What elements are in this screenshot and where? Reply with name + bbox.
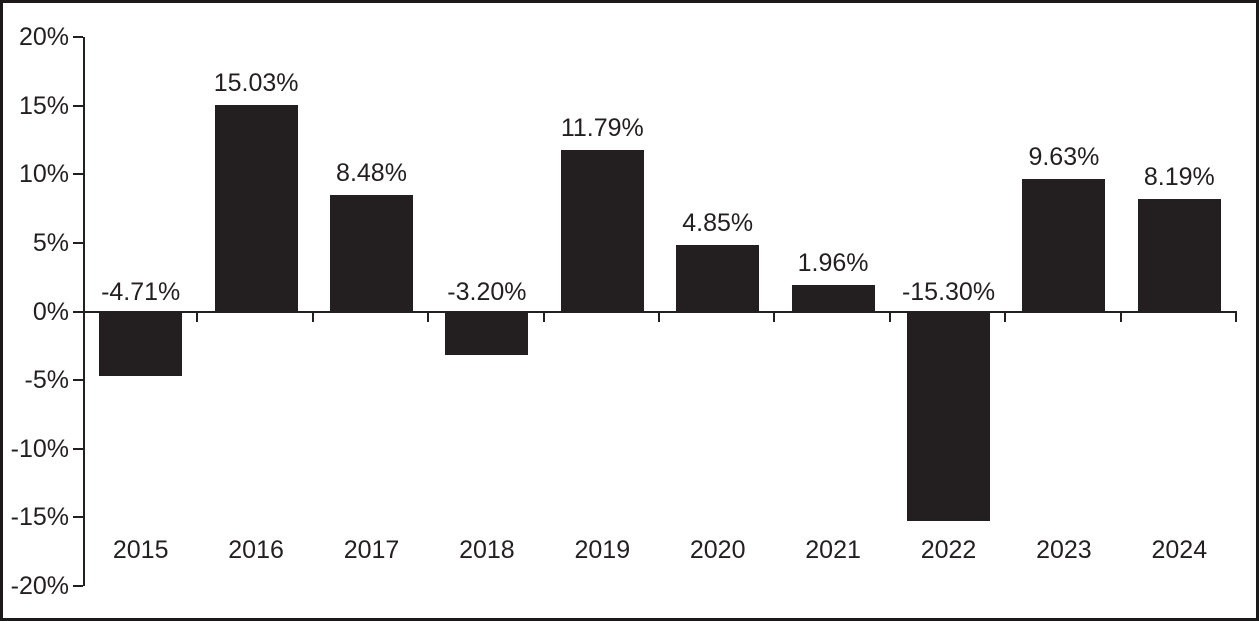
x-axis-tick [658, 311, 660, 322]
y-axis-tick-label: -15% [10, 503, 69, 532]
x-axis-tick [543, 311, 545, 322]
x-axis-tick [1004, 311, 1006, 322]
bar-2020 [676, 244, 759, 312]
x-axis-tick-label: 2016 [228, 536, 284, 564]
x-axis-tick-label: 2019 [574, 536, 631, 564]
x-axis-tick-label: 2018 [459, 536, 515, 564]
x-axis-tick [1120, 311, 1122, 322]
bar-2016 [215, 105, 298, 312]
bar-2019 [561, 149, 644, 312]
bar-value-label: 8.19% [1143, 163, 1215, 192]
bar-2015 [99, 311, 182, 377]
x-axis-tick-label: 2017 [343, 536, 400, 564]
y-axis-tick [73, 104, 83, 107]
y-axis-tick [73, 585, 83, 587]
x-axis-tick-label: 2023 [1036, 536, 1092, 564]
y-axis-tick-label: -10% [10, 434, 69, 463]
x-axis-tick-label: 2021 [805, 536, 861, 564]
y-axis-tick-label: 0% [32, 297, 69, 326]
bar-value-label: 9.63% [1028, 143, 1100, 172]
x-axis-tick [427, 311, 429, 322]
bar-2021 [792, 284, 875, 312]
x-axis-tick-label: 2020 [689, 536, 746, 564]
y-axis-tick [73, 173, 83, 176]
y-axis-tick [73, 379, 83, 382]
x-axis-tick [773, 311, 775, 322]
y-axis-tick [73, 516, 83, 519]
y-axis-tick-label: -20% [10, 572, 69, 600]
x-axis-tick-label: 2015 [112, 536, 169, 564]
bar-value-label: -15.30% [901, 277, 996, 306]
bar-value-label: 11.79% [560, 113, 644, 142]
x-axis-tick [196, 311, 198, 322]
y-axis-tick-label: -5% [24, 366, 69, 395]
x-axis-line [83, 310, 1237, 313]
x-axis-tick [312, 311, 314, 322]
y-axis-tick [73, 36, 83, 38]
x-axis-tick-label: 2022 [920, 536, 977, 564]
bar-value-label: -3.20% [447, 277, 527, 306]
bar-2023 [1022, 179, 1105, 312]
y-axis-tick-label: 20% [18, 23, 69, 51]
x-axis-tick-label: 2024 [1151, 536, 1208, 564]
bar-value-label: 8.48% [336, 159, 407, 188]
bar-2017 [330, 195, 413, 312]
y-axis-tick-label: 10% [18, 160, 69, 189]
bar-value-label: 4.85% [682, 208, 754, 237]
y-axis-tick [73, 310, 83, 313]
x-axis-tick [889, 311, 891, 322]
plot-area: 20% 15% 10% 5% 0% -5% -10% -15% -20% -4.71% 2015 15… [11, 23, 1237, 600]
y-axis-tick [73, 241, 83, 244]
x-axis-tick [1235, 311, 1237, 322]
bar-value-label: 1.96% [797, 248, 869, 277]
y-axis-tick [73, 447, 83, 450]
bar-2022 [907, 311, 990, 522]
y-axis-tick-label: 5% [32, 228, 69, 257]
bar-2018 [445, 311, 528, 356]
bar-value-label: -4.71% [101, 277, 181, 306]
y-axis-tick-label: 15% [18, 91, 69, 120]
bar-2024 [1138, 199, 1221, 312]
bar-value-label: 15.03% [213, 69, 299, 98]
